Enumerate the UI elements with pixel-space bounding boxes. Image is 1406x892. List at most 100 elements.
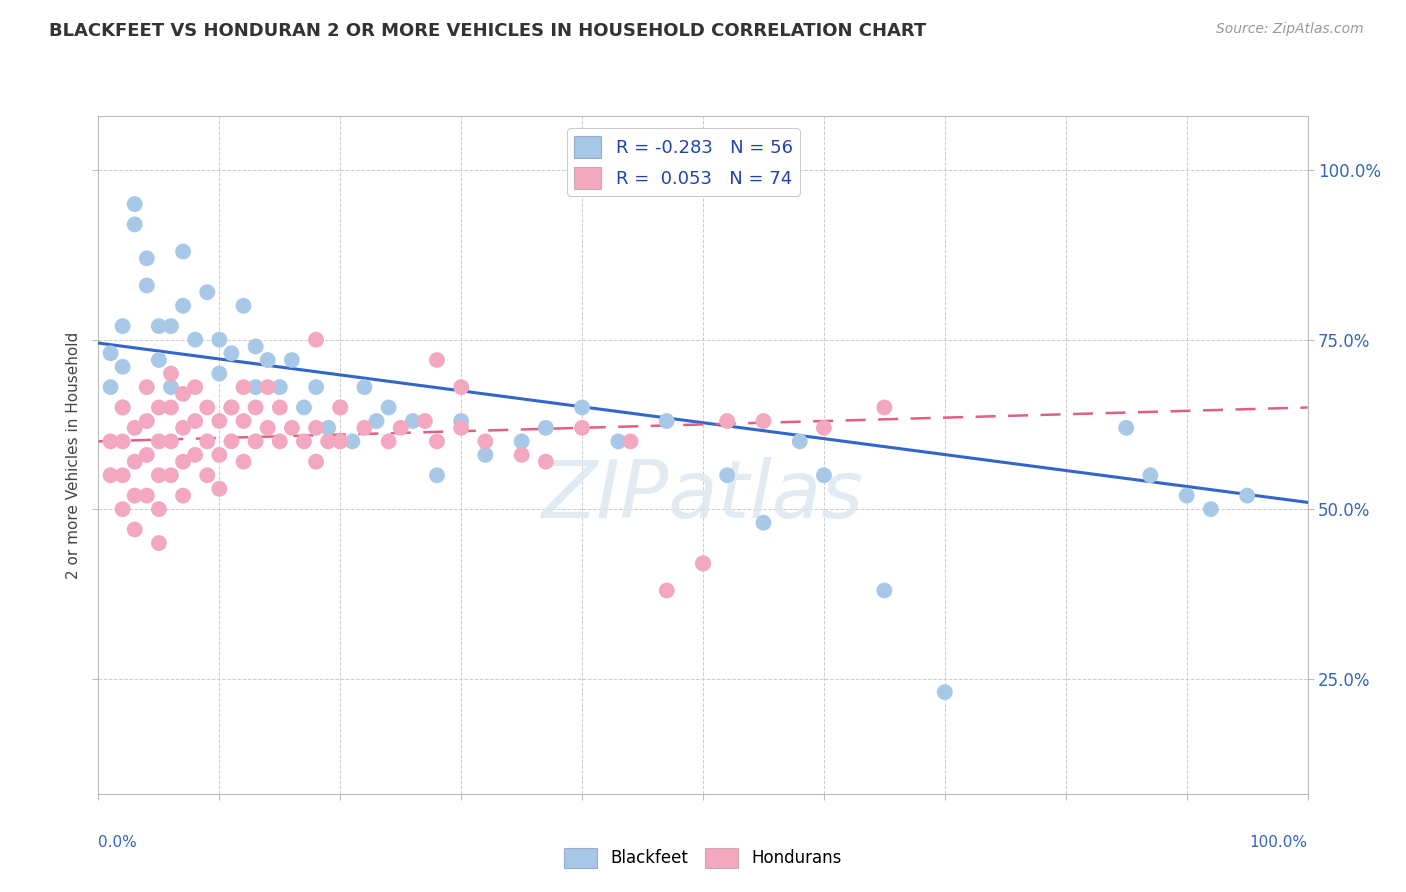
Point: [208, 367, 231, 381]
Point: [1175, 489, 1198, 503]
Point: [402, 414, 425, 428]
Point: [232, 455, 254, 469]
Point: [292, 401, 315, 415]
Point: [413, 414, 436, 428]
Point: [221, 346, 243, 360]
Point: [752, 516, 775, 530]
Point: [111, 401, 134, 415]
Point: [135, 252, 157, 266]
Point: [184, 448, 207, 462]
Text: 0.0%: 0.0%: [98, 835, 138, 849]
Point: [232, 299, 254, 313]
Point: [305, 380, 328, 394]
Point: [124, 455, 146, 469]
Point: [172, 244, 194, 259]
Point: [450, 380, 472, 394]
Point: [329, 401, 352, 415]
Point: [510, 434, 533, 449]
Point: [124, 218, 146, 232]
Point: [221, 401, 243, 415]
Point: [172, 455, 194, 469]
Point: [148, 434, 170, 449]
Point: [135, 278, 157, 293]
Point: [329, 434, 352, 449]
Point: [148, 319, 170, 334]
Point: [934, 685, 956, 699]
Point: [221, 401, 243, 415]
Point: [124, 523, 146, 537]
Point: [124, 421, 146, 435]
Point: [195, 434, 218, 449]
Point: [135, 380, 157, 394]
Point: [148, 536, 170, 550]
Point: [377, 401, 399, 415]
Point: [873, 583, 896, 598]
Point: [172, 489, 194, 503]
Point: [377, 434, 399, 449]
Point: [450, 414, 472, 428]
Point: [269, 401, 291, 415]
Point: [184, 414, 207, 428]
Point: [148, 401, 170, 415]
Point: [221, 434, 243, 449]
Point: [292, 434, 315, 449]
Point: [619, 434, 641, 449]
Point: [305, 333, 328, 347]
Point: [571, 401, 593, 415]
Point: [269, 434, 291, 449]
Point: [873, 401, 896, 415]
Point: [160, 434, 183, 449]
Point: [534, 421, 557, 435]
Point: [752, 414, 775, 428]
Point: [316, 421, 339, 435]
Y-axis label: 2 or more Vehicles in Household: 2 or more Vehicles in Household: [66, 331, 82, 579]
Point: [1115, 421, 1137, 435]
Point: [232, 414, 254, 428]
Point: [148, 468, 170, 483]
Point: [111, 468, 134, 483]
Point: [571, 421, 593, 435]
Point: [692, 557, 714, 571]
Text: BLACKFEET VS HONDURAN 2 OR MORE VEHICLES IN HOUSEHOLD CORRELATION CHART: BLACKFEET VS HONDURAN 2 OR MORE VEHICLES…: [49, 22, 927, 40]
Point: [160, 319, 183, 334]
Point: [111, 359, 134, 374]
Point: [366, 414, 388, 428]
Point: [716, 414, 738, 428]
Point: [716, 468, 738, 483]
Point: [269, 380, 291, 394]
Point: [813, 421, 835, 435]
Point: [124, 197, 146, 211]
Point: [474, 434, 496, 449]
Point: [329, 401, 352, 415]
Point: [353, 421, 375, 435]
Point: [160, 380, 183, 394]
Point: [148, 502, 170, 516]
Point: [160, 468, 183, 483]
Point: [208, 414, 231, 428]
Point: [135, 448, 157, 462]
Point: [256, 353, 278, 368]
Point: [655, 583, 678, 598]
Point: [135, 489, 157, 503]
Point: [692, 557, 714, 571]
Point: [426, 468, 449, 483]
Point: [450, 421, 472, 435]
Point: [124, 489, 146, 503]
Point: [1199, 502, 1222, 516]
Point: [172, 421, 194, 435]
Point: [208, 333, 231, 347]
Point: [474, 448, 496, 462]
Text: Source: ZipAtlas.com: Source: ZipAtlas.com: [1216, 22, 1364, 37]
Point: [195, 468, 218, 483]
Point: [426, 434, 449, 449]
Point: [195, 285, 218, 300]
Point: [353, 380, 375, 394]
Point: [100, 468, 122, 483]
Point: [172, 387, 194, 401]
Legend: R = -0.283   N = 56, R =  0.053   N = 74: R = -0.283 N = 56, R = 0.053 N = 74: [567, 128, 800, 196]
Point: [316, 434, 339, 449]
Point: [100, 434, 122, 449]
Point: [426, 353, 449, 368]
Point: [342, 434, 364, 449]
Point: [148, 353, 170, 368]
